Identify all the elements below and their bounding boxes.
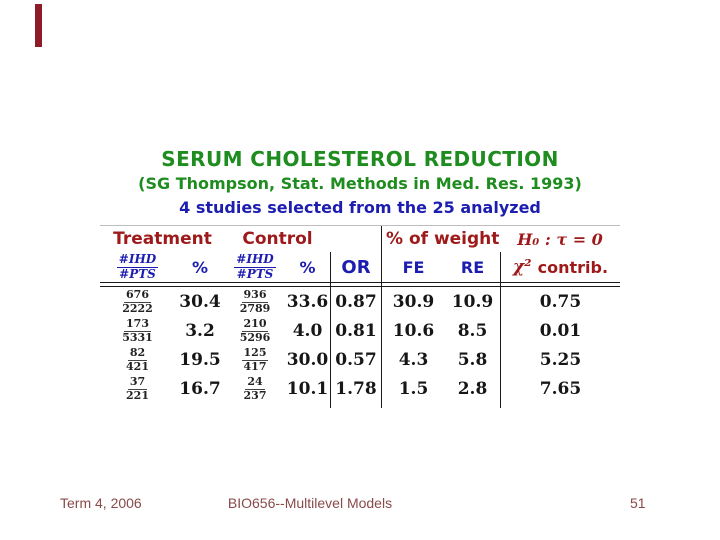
table-row-cell: 210 5296: [225, 316, 285, 345]
treatment-frac-header: #IHD #PTS: [100, 252, 175, 282]
table-row-cell: 0.57: [330, 345, 382, 374]
table-row-cell: 0.87: [330, 287, 382, 316]
table-row-cell: 30.4: [179, 291, 221, 312]
table-row-cell: 10.6: [392, 320, 435, 341]
table-row-cell: 4.0: [292, 320, 323, 341]
table-row-cell: 82 421: [100, 345, 175, 374]
study-fraction: 125 417: [241, 345, 269, 373]
pct-weight-group-header: % of weight: [386, 229, 500, 249]
meta-analysis-table: Treatment Control % of weight H₀ : τ = 0…: [100, 225, 620, 408]
study-fraction: 37 221: [126, 375, 149, 402]
treatment-group-header: Treatment: [113, 229, 212, 249]
ihd-pts-fraction: #IHD #PTS: [234, 252, 276, 281]
table-row-cell: 936 2789: [225, 287, 285, 316]
table-row-cell: 0.75: [500, 287, 620, 316]
table-row-cell: 33.6: [286, 291, 329, 312]
table-row-cell: 30.0: [286, 349, 329, 370]
study-fraction: 24 237: [243, 375, 267, 402]
table-row-cell: 1.78: [330, 374, 382, 404]
null-hypothesis-header: H₀ : τ = 0: [517, 229, 603, 249]
study-fraction: 936 2789: [239, 287, 271, 315]
table-row-cell: 0.01: [500, 316, 620, 345]
treatment-pct-header: %: [191, 257, 209, 277]
table-row-cell: 7.65: [500, 374, 620, 404]
control-group-header: Control: [242, 229, 313, 249]
table-row-cell: 0.81: [330, 316, 382, 345]
slide-subtitle: 4 studies selected from the 25 analyzed: [179, 198, 541, 217]
re-column-header: RE: [460, 257, 485, 277]
or-column-header: OR: [330, 252, 382, 282]
table-row-cell: 19.5: [179, 349, 221, 370]
footer-course: BIO656--Multilevel Models: [227, 495, 393, 511]
table-row-cell: 4.3: [398, 349, 429, 370]
table-row-cell: 24 237: [225, 374, 285, 404]
ihd-pts-fraction: #IHD #PTS: [116, 252, 159, 281]
table-row-cell: 3.2: [185, 320, 215, 341]
study-fraction: 676 2222: [122, 287, 153, 315]
study-fraction: 82 421: [126, 345, 149, 373]
study-fraction: 173 5331: [122, 316, 153, 344]
accent-bar: [35, 4, 42, 47]
table-row-cell: 30.9: [392, 291, 435, 312]
slide-title: SERUM CHOLESTEROL REDUCTION: [161, 147, 559, 171]
table-row-cell: 1.5: [398, 379, 429, 399]
footer-term: Term 4, 2006: [60, 495, 142, 511]
table-row-cell: 2.8: [457, 379, 488, 399]
table-row-cell: 676 2222: [100, 287, 175, 316]
title-block: SERUM CHOLESTEROL REDUCTION (SG Thompson…: [0, 147, 720, 219]
table-row-cell: 37 221: [100, 374, 175, 404]
slide-citation: (SG Thompson, Stat. Methods in Med. Res.…: [138, 174, 582, 193]
control-frac-header: #IHD #PTS: [225, 252, 285, 282]
control-pct-header: %: [299, 257, 316, 277]
table-row-cell: 5.25: [500, 345, 620, 374]
table-row-cell: 10.1: [286, 379, 329, 399]
chi2-column-header: χ² contrib.: [500, 252, 620, 282]
or-header-spacer: [330, 226, 382, 252]
table-row-cell: 125 417: [225, 345, 285, 374]
table-row-cell: 173 5331: [100, 316, 175, 345]
slide-number: 51: [630, 495, 646, 511]
table-row-cell: 5.8: [457, 349, 488, 370]
chi-squared-symbol: χ²: [512, 257, 532, 277]
header-rule: [100, 282, 175, 287]
table-row-cell: 10.9: [451, 291, 494, 312]
table-row-cell: 8.5: [457, 320, 488, 341]
study-fraction: 210 5296: [239, 316, 271, 344]
table-row-cell: 16.7: [179, 379, 221, 399]
fe-column-header: FE: [402, 257, 425, 277]
